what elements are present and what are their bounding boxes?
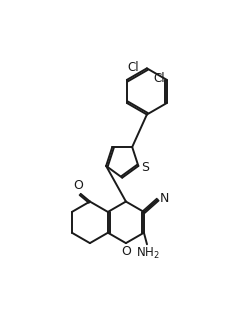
Text: O: O (73, 179, 83, 192)
Text: N: N (159, 192, 169, 206)
Text: S: S (141, 161, 149, 174)
Text: Cl: Cl (128, 61, 139, 74)
Text: O: O (122, 245, 132, 258)
Text: NH$_2$: NH$_2$ (136, 246, 160, 261)
Text: Cl: Cl (153, 72, 165, 85)
